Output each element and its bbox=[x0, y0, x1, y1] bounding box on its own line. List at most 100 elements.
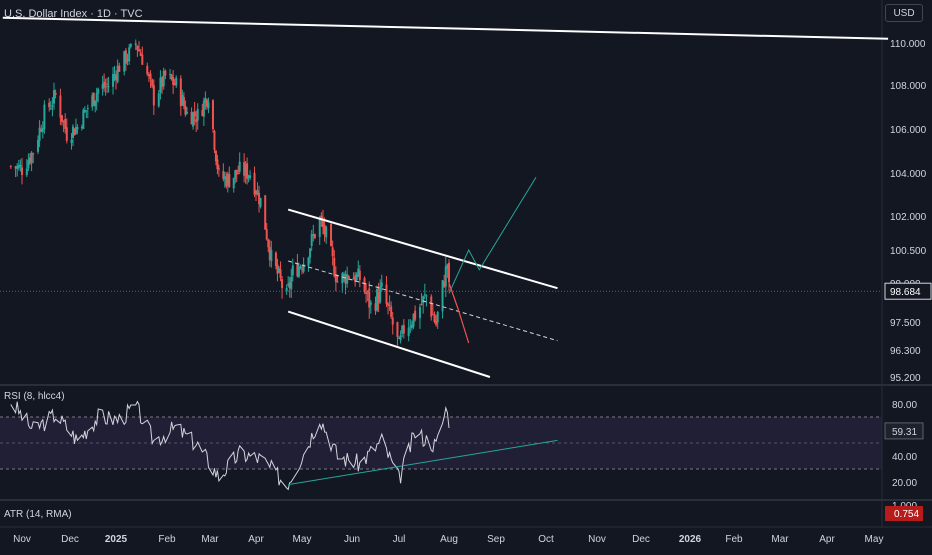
currency-button[interactable]: USD bbox=[885, 4, 923, 22]
candle-body bbox=[164, 70, 167, 76]
candle-body bbox=[420, 303, 423, 305]
candle-body bbox=[196, 108, 199, 121]
candle-body bbox=[267, 239, 270, 248]
candle-body bbox=[128, 47, 131, 61]
candle-body bbox=[225, 176, 228, 187]
time-tick-label: Mar bbox=[771, 534, 789, 545]
time-tick-label: Apr bbox=[248, 534, 264, 545]
candle-body bbox=[323, 224, 326, 235]
price-tick-label: 96.300 bbox=[890, 346, 921, 357]
candle-body bbox=[368, 288, 371, 308]
candle-body bbox=[217, 168, 220, 170]
last-price-value: 98.684 bbox=[890, 287, 921, 298]
candle-body bbox=[65, 127, 68, 141]
candle-body bbox=[159, 77, 162, 93]
candle-body bbox=[134, 43, 137, 46]
candle-body bbox=[32, 153, 35, 155]
rsi-tick-label: 40.00 bbox=[892, 452, 917, 463]
candle-body bbox=[193, 111, 196, 117]
candle-body bbox=[297, 266, 300, 277]
candle-body bbox=[396, 322, 399, 337]
price-tick-label: 106.000 bbox=[890, 125, 927, 136]
candle-body bbox=[341, 273, 344, 284]
rsi-tick-label: 20.00 bbox=[892, 478, 917, 489]
candle-body bbox=[344, 274, 347, 284]
candle-body bbox=[431, 314, 434, 316]
candle-body bbox=[401, 325, 404, 334]
candle-body bbox=[310, 233, 313, 246]
candle-body bbox=[259, 197, 262, 207]
candle-body bbox=[441, 280, 444, 312]
candle-body bbox=[222, 171, 225, 179]
candle-body bbox=[116, 65, 119, 82]
candle-body bbox=[184, 106, 187, 115]
bullish-projection bbox=[448, 177, 537, 294]
candle-body bbox=[92, 93, 95, 106]
candle-body bbox=[185, 111, 188, 114]
candle-body bbox=[106, 83, 109, 85]
candle-body bbox=[243, 162, 246, 176]
atr-last-value: 0.754 bbox=[894, 509, 919, 520]
candle-body bbox=[249, 175, 252, 178]
candle-body bbox=[374, 303, 377, 311]
candle-body bbox=[390, 306, 393, 317]
candle-body bbox=[238, 161, 241, 172]
candle-body bbox=[123, 51, 126, 72]
candle-body bbox=[181, 95, 184, 106]
time-tick-label: Apr bbox=[819, 534, 835, 545]
rsi-legend-title: RSI (8, hlcc4) bbox=[4, 391, 65, 402]
candle-body bbox=[246, 163, 249, 179]
candle-body bbox=[149, 73, 152, 79]
candle-body bbox=[76, 126, 79, 130]
descending-channel-lower bbox=[287, 310, 491, 378]
time-tick-label: Jun bbox=[344, 534, 360, 545]
candle-body bbox=[387, 303, 390, 306]
price-tick-label: 102.000 bbox=[890, 212, 927, 223]
candle-body bbox=[175, 77, 178, 86]
rsi-value-tag bbox=[884, 422, 924, 440]
candle-body bbox=[255, 192, 257, 194]
candle-body bbox=[253, 172, 256, 195]
candle-body bbox=[51, 105, 54, 107]
candle-body bbox=[21, 167, 23, 175]
candle-body bbox=[118, 65, 121, 72]
candle-body bbox=[64, 118, 67, 129]
price-tick-label: 95.200 bbox=[890, 373, 921, 384]
candle-body bbox=[435, 320, 438, 325]
time-tick-label: 2026 bbox=[679, 534, 702, 545]
candle-body bbox=[113, 74, 116, 76]
candle-body bbox=[290, 276, 293, 290]
price-tick-label: 100.500 bbox=[890, 246, 927, 257]
candle-body bbox=[380, 282, 383, 287]
candle-body bbox=[244, 164, 247, 177]
candle-body bbox=[91, 95, 94, 108]
time-tick-label: Oct bbox=[538, 534, 554, 545]
candle-body bbox=[444, 266, 447, 287]
candle-body bbox=[173, 82, 176, 85]
price-tick-label: 104.000 bbox=[890, 169, 927, 180]
candle-body bbox=[409, 326, 412, 328]
candle-body bbox=[346, 274, 349, 284]
candle-body bbox=[388, 305, 391, 307]
candle-body bbox=[86, 107, 89, 109]
candle-body bbox=[270, 249, 273, 262]
candle-body bbox=[352, 278, 355, 280]
candle-body bbox=[285, 288, 288, 292]
candle-body bbox=[85, 110, 88, 112]
candle-body bbox=[101, 84, 104, 89]
candle-body bbox=[61, 115, 63, 122]
candle-body bbox=[146, 65, 149, 75]
candle-body bbox=[281, 279, 284, 288]
candle-body bbox=[27, 160, 30, 169]
candle-body bbox=[59, 95, 62, 118]
candle-body bbox=[418, 306, 421, 319]
candle-body bbox=[307, 257, 310, 267]
time-tick-label: May bbox=[865, 534, 884, 545]
candle-body bbox=[138, 49, 141, 52]
candle-body bbox=[179, 78, 182, 107]
bearish-projection bbox=[448, 282, 470, 344]
symbol-title: U.S. Dollar Index · 1D · TVC bbox=[4, 8, 143, 20]
candle-body bbox=[53, 90, 55, 104]
